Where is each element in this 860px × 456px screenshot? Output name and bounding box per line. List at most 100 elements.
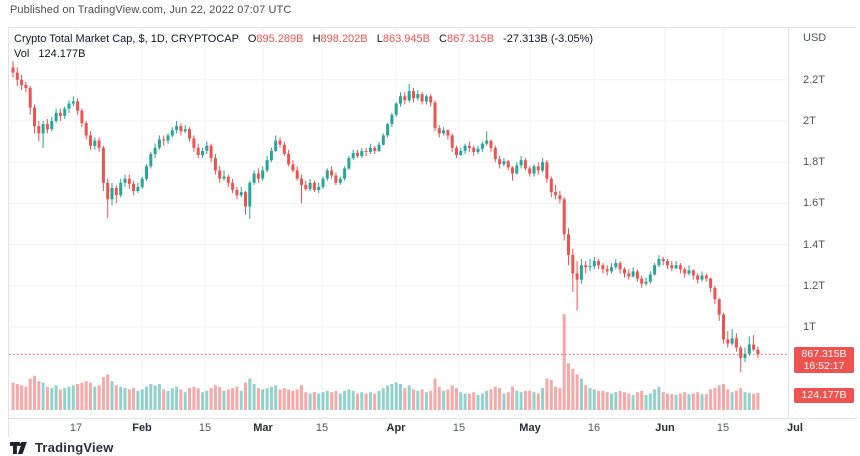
candle [717,298,721,321]
candle [614,259,618,270]
candle [213,154,217,175]
candle [127,174,131,189]
candle [239,186,243,198]
candle [515,162,519,175]
last-price-badge: 867.315B 16:52:17 [794,347,854,374]
candle [37,121,41,142]
candle [541,158,545,173]
time-tick-label: 15 [198,422,212,434]
tradingview-logo-text: TradingView [35,440,114,455]
candle [136,182,140,194]
candle [571,248,575,292]
candle [312,180,316,193]
currency-label: USD [803,32,827,44]
candle [54,108,58,124]
candle [188,127,191,142]
tradingview-logo-icon [10,441,27,454]
bar-countdown: 16:52:17 [803,360,845,373]
time-axis[interactable]: 17 Feb 15 Mar 15 Apr 15 May 16 Jun 15 Jul [9,418,857,438]
candle [644,277,648,286]
candle [343,166,347,181]
candle [648,271,652,284]
candle [640,275,644,288]
candle [179,123,183,136]
candle [752,335,756,351]
time-tick-label: Jul [787,422,803,434]
price-tick-label: 1.6T [803,197,826,210]
candle [110,182,114,206]
candle [618,261,622,274]
candle [76,98,80,115]
high-value: 898.202B [320,33,368,45]
candle [256,168,260,183]
candle [709,277,713,292]
candle [528,166,532,177]
candle [244,191,247,215]
candle [282,141,286,156]
candle [235,186,239,200]
candle [377,141,381,152]
price-pane-svg[interactable] [9,28,788,418]
candle [424,94,428,105]
candle [683,267,687,278]
candle [192,135,196,152]
candle [545,160,549,183]
chart-legend: Crypto Total Market Cap, $, 1D, CRYPTOCA… [14,32,593,61]
candle [265,156,269,173]
time-tick-label: Mar [253,422,273,434]
symbol-title: Crypto Total Market Cap, $, 1D, CRYPTOCA… [14,33,239,45]
candle [480,141,484,152]
candle [467,141,471,152]
candle [429,94,433,107]
volume-value: 124.177B [38,48,86,60]
candle [84,121,88,140]
candle [93,137,97,150]
footer-brand[interactable]: TradingView [10,440,114,455]
candle [722,312,725,344]
candle [747,336,751,356]
candle [67,100,71,113]
candle [123,174,127,187]
candle [442,127,446,136]
candle [455,145,458,159]
candle [166,133,170,144]
candle [364,147,368,156]
candle [15,67,19,86]
time-tick-label: Jun [655,422,675,434]
candle [222,170,226,181]
candle [472,145,476,156]
candle [523,158,527,171]
candle [407,83,411,103]
close-value: 867.315B [446,33,495,45]
last-volume-value: 124.177B [801,389,847,401]
candle [403,92,407,105]
candle [502,158,506,167]
candle [338,176,342,185]
candle [300,174,303,204]
candle [579,259,583,284]
candle [511,166,514,181]
candle [209,143,213,163]
candle [119,178,123,198]
price-tick-label: 1.2T [803,279,826,292]
volume-label: Vol [14,48,30,60]
candle [58,108,62,121]
price-tick-label: 1T [803,321,816,333]
candle [269,147,273,163]
candle [175,121,179,134]
candle [661,257,665,266]
candle [149,151,153,169]
candle [356,149,359,159]
candle [601,263,605,274]
candle [304,180,308,191]
candle [201,147,204,159]
candle [196,143,200,159]
candle [157,135,161,150]
candle [713,285,717,305]
candle [334,172,338,185]
candle [114,184,118,204]
candle [575,261,579,311]
candle [390,112,394,128]
candle [205,141,209,154]
